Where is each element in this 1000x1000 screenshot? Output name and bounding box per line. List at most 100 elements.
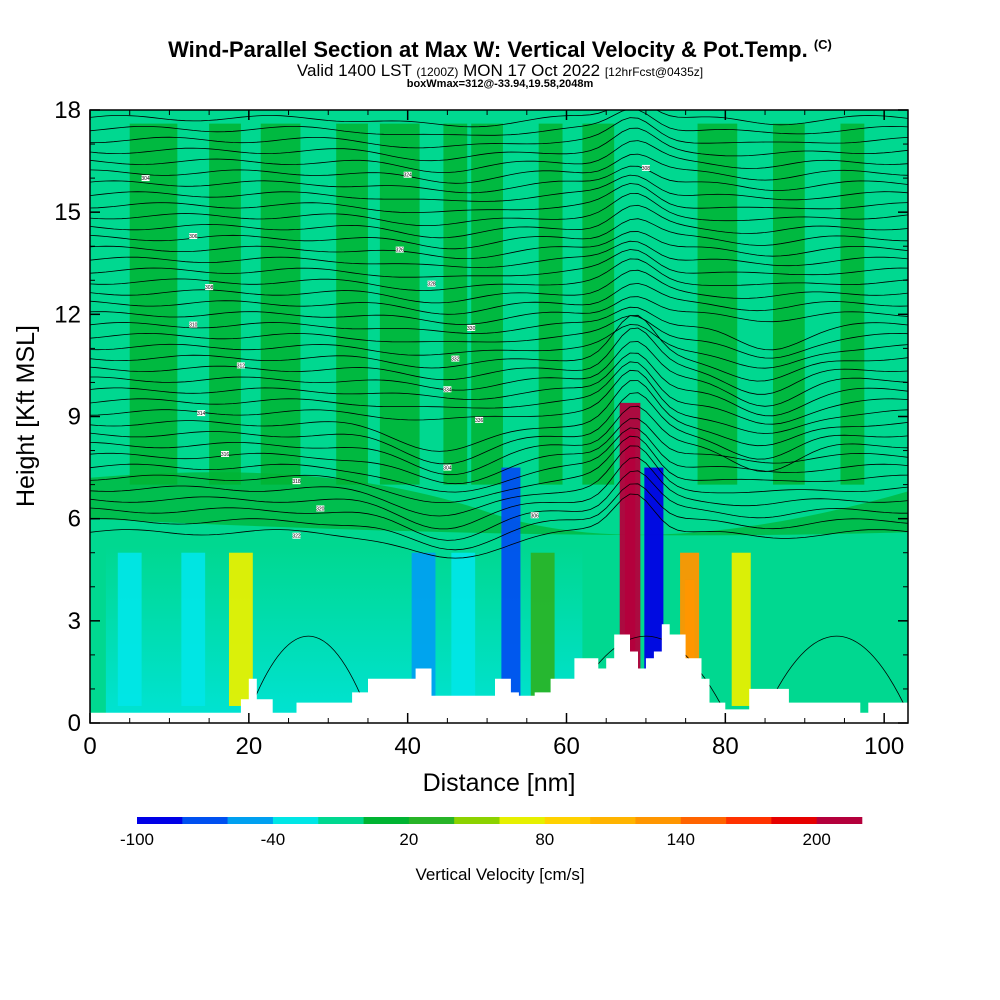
- upper-streak: [772, 123, 805, 485]
- contour-label-bg: [189, 321, 198, 328]
- terrain: [90, 624, 908, 723]
- velocity-plume: [501, 467, 521, 706]
- contour-label-bg: [292, 532, 301, 539]
- contour-label-bg: [292, 478, 301, 485]
- y-tick-label: 3: [68, 608, 81, 635]
- colorbar-segment: [137, 817, 183, 824]
- theta-contour: [90, 282, 908, 315]
- contour-label-bg: [316, 505, 325, 512]
- y-axis: 0 3 6 9 12 15 18: [54, 97, 908, 737]
- colorbar-tick-label: -100: [120, 830, 154, 849]
- contour-label: 306: [189, 233, 198, 240]
- contour-label-bg: [236, 362, 245, 369]
- y-tick-label: 0: [68, 710, 81, 737]
- colorbar-segment: [272, 817, 319, 824]
- theta-contour: [90, 258, 908, 291]
- contour-label-text: 332: [451, 357, 460, 363]
- contour-label: 308: [205, 284, 214, 291]
- theta-contour: [90, 218, 908, 250]
- theta-contour: [764, 636, 908, 713]
- contour-label: 330: [467, 324, 476, 332]
- upper-streak: [209, 123, 241, 485]
- contour-label-text: 330: [467, 326, 476, 332]
- theta-contour: [90, 314, 908, 382]
- velocity-plume: [731, 552, 751, 706]
- x-tick-label: 40: [394, 733, 421, 760]
- upper-streak: [443, 123, 468, 485]
- contour-label-text: 308: [205, 285, 214, 291]
- theta-contour: [90, 117, 908, 149]
- contour-label-bg: [141, 175, 150, 182]
- contour-label-bg: [443, 386, 452, 393]
- theta-contour: [90, 140, 908, 173]
- theta-contour: [90, 193, 908, 226]
- colorbar-segment: [182, 817, 228, 824]
- theta-contour: [90, 183, 908, 214]
- x-tick-label: 100: [864, 733, 904, 760]
- colorbar-tick-label: 80: [535, 830, 554, 849]
- theta-contour: [90, 127, 908, 162]
- theta-contour: [90, 165, 908, 194]
- x-tick-label: 80: [712, 733, 739, 760]
- contour-label: 316: [221, 450, 230, 458]
- velocity-plume: [181, 552, 206, 706]
- contour-label: 318: [292, 478, 301, 485]
- contour-label-text: 324: [403, 173, 412, 179]
- theta-contour: [90, 405, 908, 476]
- theta-contour: [90, 483, 908, 551]
- theta-contour: [90, 380, 908, 452]
- contour-label: 324: [403, 171, 412, 179]
- theta-contour: [90, 204, 908, 239]
- contour-label-text: 304: [141, 176, 150, 182]
- upper-streak: [129, 123, 178, 485]
- theta-contour: [90, 435, 908, 503]
- contour-label: 310: [189, 321, 198, 329]
- contour-label: 312: [236, 362, 246, 369]
- contour-label-bg: [530, 512, 539, 519]
- theta-contour: [90, 249, 908, 278]
- colorbar-segment: [454, 817, 500, 824]
- y-axis-label: Height [Kft MSL]: [12, 325, 40, 507]
- upper-streak: [697, 123, 738, 485]
- contour-label: 326: [396, 246, 404, 254]
- contour-label-text: 312: [237, 363, 246, 369]
- contour-label-text: 306: [189, 234, 198, 240]
- contour-label-text: 308: [642, 166, 651, 172]
- contour-label: 328: [427, 280, 436, 288]
- plot-area: 304 306 308 310 312 314 316 318 320 322 324 326 328 3…: [90, 110, 908, 723]
- contour-label-bg: [189, 233, 198, 240]
- x-axis-label: Distance [nm]: [423, 769, 576, 797]
- contour-label-text: 318: [292, 479, 301, 485]
- colorbar-tick-label: 200: [803, 830, 831, 849]
- theta-contour: [90, 110, 908, 128]
- upper-streak: [471, 123, 503, 485]
- contour-label-text: 316: [221, 452, 230, 458]
- theta-contour: [90, 457, 908, 530]
- theta-contour: [90, 493, 908, 559]
- box-note: boxWmax=312@-33.94,19.58,2048m: [406, 78, 594, 90]
- upper-streak: [582, 123, 615, 485]
- theta-contour: [90, 470, 908, 541]
- contour-label-bg: [467, 324, 476, 331]
- contour-label: 304: [443, 464, 452, 472]
- y-tick-label: 18: [54, 97, 81, 124]
- velocity-plume: [228, 552, 253, 706]
- contour-label: 334: [443, 386, 452, 393]
- contour-label: 308: [642, 164, 651, 172]
- y-tick-label: 15: [54, 199, 81, 226]
- velocity-core: [684, 579, 695, 672]
- velocity-core: [624, 430, 636, 672]
- colorbar-tick-label: -40: [261, 830, 286, 849]
- theta-contour: [90, 231, 908, 260]
- contour-label: 306: [530, 512, 540, 519]
- colorbar-segment: [408, 817, 455, 824]
- contour-label-text: 306: [531, 513, 540, 519]
- contour-label-text: 314: [197, 411, 206, 417]
- colorbar-tick-label: 20: [399, 830, 418, 849]
- colorbar-segment: [771, 817, 817, 824]
- contour-label-text: 328: [427, 282, 436, 288]
- velocity-plume: [411, 552, 436, 706]
- contour-label-bg: [451, 355, 460, 362]
- y-tick-label: 9: [68, 404, 81, 431]
- contour-label-bg: [221, 450, 230, 457]
